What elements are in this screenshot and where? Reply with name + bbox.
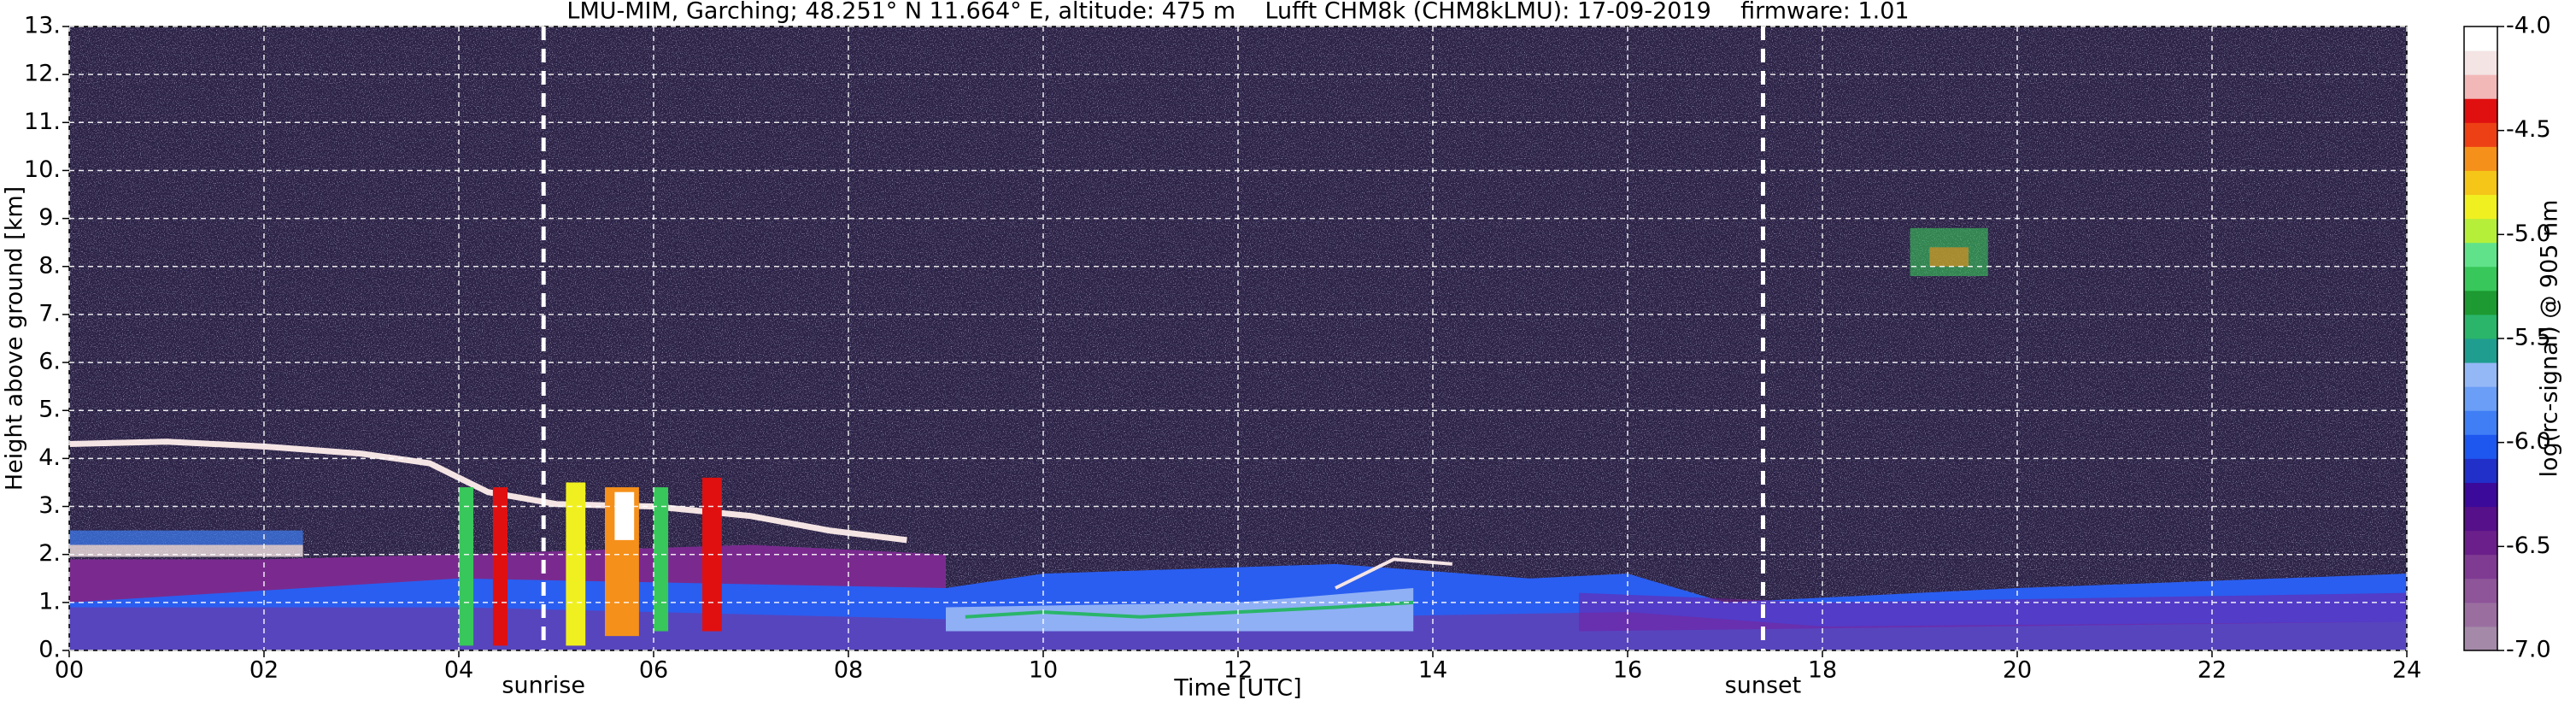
colorbar-swatch <box>2464 266 2497 291</box>
colorbar-swatch <box>2464 314 2497 339</box>
colorbar-swatch <box>2464 506 2497 532</box>
colorbar-swatch <box>2464 386 2497 411</box>
y-tick-label: 11. <box>24 109 61 135</box>
x-tick-label: 04 <box>444 657 473 684</box>
colorbar-swatch <box>2464 362 2497 387</box>
colorbar-tick-label: -6.0 <box>2506 428 2551 455</box>
y-tick-label: 13. <box>24 13 61 39</box>
x-tick-label: 10 <box>1029 657 1058 684</box>
colorbar-tick-label: -5.5 <box>2506 325 2551 351</box>
colorbar-swatch <box>2464 434 2497 459</box>
colorbar-swatch <box>2464 338 2497 363</box>
y-tick-label: 0. <box>38 637 61 663</box>
x-tick-label: 06 <box>639 657 668 684</box>
colorbar-tick-label: -5.0 <box>2506 221 2551 247</box>
colorbar-swatch <box>2464 194 2497 220</box>
y-tick-label: 5. <box>38 397 61 423</box>
colorbar-swatch <box>2464 122 2497 147</box>
colorbar-swatch <box>2464 170 2497 196</box>
colorbar-swatch <box>2464 602 2497 627</box>
colorbar-swatch <box>2464 98 2497 123</box>
y-tick-label: 1. <box>38 588 61 615</box>
x-tick-label: 14 <box>1418 657 1447 684</box>
colorbar-tick-label: -7.0 <box>2506 637 2551 663</box>
y-tick-label: 8. <box>38 252 61 279</box>
x-axis-label: Time [UTC] <box>1173 675 1301 702</box>
colorbar-swatch <box>2464 578 2497 603</box>
y-tick-label: 3. <box>38 492 61 519</box>
colorbar-swatch <box>2464 242 2497 268</box>
colorbar-swatch <box>2464 218 2497 244</box>
y-tick-label: 12. <box>24 61 61 87</box>
x-tick-label: 00 <box>55 657 84 684</box>
x-tick-label: 16 <box>1613 657 1642 684</box>
colorbar-swatch <box>2464 146 2497 171</box>
colorbar-swatch <box>2464 50 2497 75</box>
colorbar-tick-label: -4.0 <box>2506 13 2551 39</box>
colorbar-swatch <box>2464 482 2497 508</box>
colorbar-swatch <box>2464 290 2497 315</box>
annotation-label: sunrise <box>502 673 585 699</box>
x-tick-label: 20 <box>2003 657 2032 684</box>
x-tick-label: 18 <box>1808 657 1837 684</box>
y-tick-label: 2. <box>38 540 61 567</box>
colorbar-swatch <box>2464 410 2497 435</box>
y-tick-label: 7. <box>38 300 61 327</box>
colorbar-swatch <box>2464 74 2497 99</box>
x-tick-label: 08 <box>834 657 863 684</box>
colorbar-swatch <box>2464 458 2497 483</box>
colorbar-swatch <box>2464 626 2497 651</box>
y-axis-label: Height above ground [km] <box>2 186 28 491</box>
y-tick-label: 9. <box>38 204 61 231</box>
colorbar-label: log(rc-signal) @ 905 nm <box>2537 200 2563 478</box>
x-tick-label: 24 <box>2392 657 2421 684</box>
y-tick-label: 10. <box>24 156 61 183</box>
colorbar-tick-label: -4.5 <box>2506 116 2551 143</box>
annotation-label: sunset <box>1725 673 1802 699</box>
colorbar-swatch <box>2464 530 2497 556</box>
chart-title: LMU-MIM, Garching; 48.251° N 11.664° E, … <box>566 0 1909 25</box>
y-tick-label: 4. <box>38 444 61 471</box>
x-tick-label: 12 <box>1223 657 1253 684</box>
colorbar-tick-label: -6.5 <box>2506 532 2551 559</box>
colorbar-swatch <box>2464 26 2497 51</box>
y-tick-label: 6. <box>38 349 61 375</box>
x-tick-label: 22 <box>2198 657 2227 684</box>
colorbar-swatch <box>2464 554 2497 580</box>
x-tick-label: 02 <box>249 657 279 684</box>
